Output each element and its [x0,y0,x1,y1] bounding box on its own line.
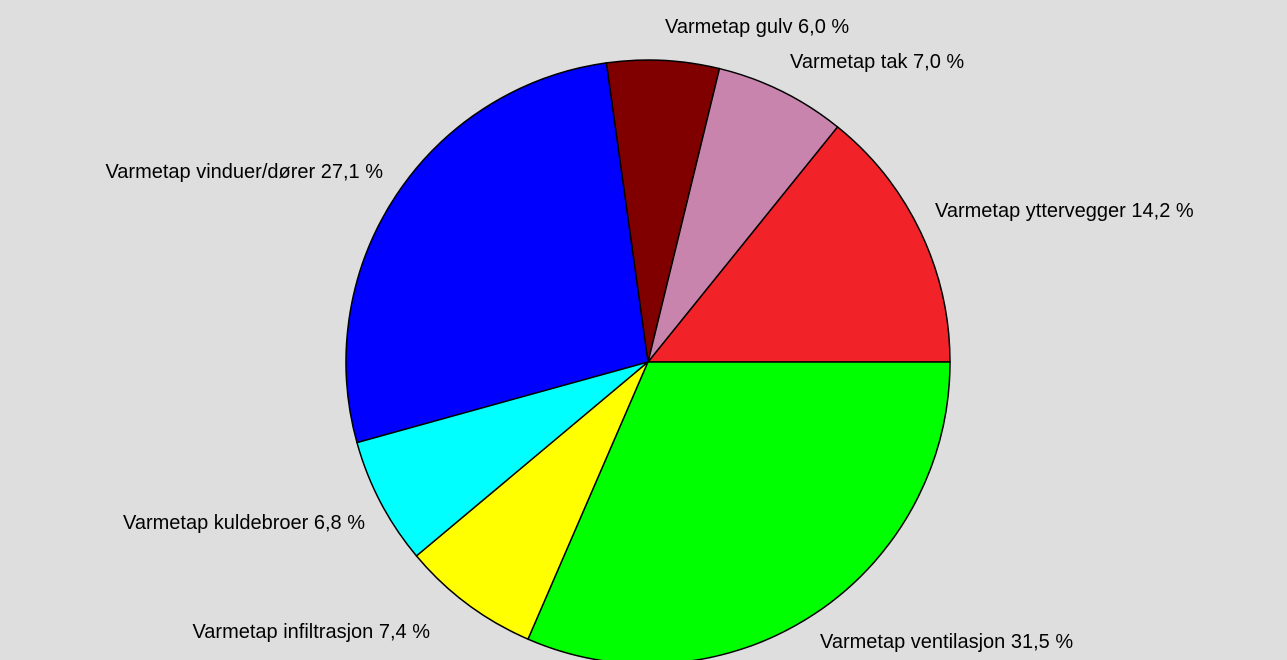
slice-label: Varmetap kuldebroer 6,8 % [123,512,365,534]
slice-value: 7,4 % [379,621,430,643]
slice-name: Varmetap yttervegger [935,200,1126,222]
slice-value: 7,0 % [913,51,964,73]
slice-name: Varmetap tak [790,51,908,73]
pie-slice [415,361,649,641]
slice-name: Varmetap kuldebroer [123,512,309,534]
slice-value: 27,1 % [321,161,383,183]
slice-name: Varmetap infiltrasjon [192,621,373,643]
slice-label: Varmetap yttervegger 14,2 % [935,200,1194,222]
slice-label: Varmetap gulv 6,0 % [665,16,849,38]
pie-slice [647,67,839,363]
slice-label: Varmetap vinduer/dører 27,1 % [105,161,383,183]
pie-slice [356,361,649,558]
pie-slice [527,361,951,660]
slice-value: 6,0 % [798,16,849,38]
slice-label: Varmetap ventilasjon 31,5 % [820,631,1073,653]
slice-name: Varmetap ventilasjon [820,631,1005,653]
slice-name: Varmetap vinduer/dører [105,161,315,183]
slice-value: 14,2 % [1131,200,1193,222]
slice-value: 31,5 % [1011,631,1073,653]
slice-value: 6,8 % [314,512,365,534]
slice-label: Varmetap infiltrasjon 7,4 % [192,621,430,643]
pie-slice [345,62,649,444]
pie-slice [646,125,951,363]
slice-name: Varmetap gulv [665,16,792,38]
slice-label: Varmetap tak 7,0 % [790,51,964,73]
